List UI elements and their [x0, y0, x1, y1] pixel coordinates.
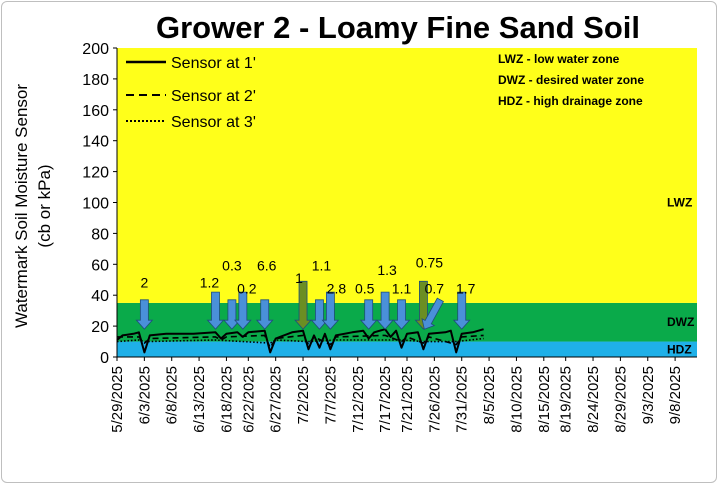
x-tick-label: 9/8/2025 [667, 366, 684, 424]
x-tick-label: 7/12/2025 [350, 366, 367, 433]
x-tick-label: 6/3/2025 [136, 366, 153, 424]
y-tick-label: 60 [91, 257, 109, 274]
y-tick-label: 80 [91, 226, 109, 243]
y-tick-label: 100 [82, 196, 109, 213]
y-tick-label: 40 [91, 288, 109, 305]
irrigation-amount-label: 0.3 [222, 257, 242, 273]
x-tick-label: 8/10/2025 [508, 366, 525, 433]
zone-definition-dwz: DWZ - desired water zone [498, 73, 644, 87]
zone-definition-lwz: LWZ - low water zone [498, 52, 620, 66]
irrigation-amount-label: 2.8 [327, 281, 347, 297]
y-axis-label-line2: (cb or kPa) [35, 164, 54, 247]
zone-label-dwz: DWZ [667, 315, 694, 329]
irrigation-arrow [376, 291, 395, 330]
zone-definitions: LWZ - low water zone DWZ - desired water… [498, 52, 644, 108]
zone-band-hdz [117, 341, 697, 357]
irrigation-arrow [206, 291, 225, 330]
irrigation-arrow [233, 291, 252, 330]
irrigation-amount-label: 1.1 [392, 281, 412, 297]
irrigation-amount-label: 6.6 [257, 257, 277, 273]
y-tick-label: 120 [82, 165, 109, 182]
x-tick-label: 7/21/2025 [399, 366, 416, 433]
y-tick-label: 0 [100, 350, 109, 367]
zone-band-lwz [117, 48, 697, 303]
x-tick-label: 9/3/2025 [640, 366, 657, 424]
legend-label-sensor-3: Sensor at 3' [171, 114, 256, 131]
x-tick-label: 7/7/2025 [322, 366, 339, 424]
y-tick-label: 140 [82, 134, 109, 151]
irrigation-arrow [452, 291, 471, 330]
y-tick-label: 160 [82, 103, 109, 120]
x-tick-label: 8/24/2025 [585, 366, 602, 433]
y-tick-label: 20 [91, 319, 109, 336]
legend-label-sensor-2: Sensor at 2' [171, 88, 256, 105]
x-tick-label: 8/15/2025 [536, 366, 553, 433]
x-tick-label: 7/2/2025 [295, 366, 312, 424]
irrigation-events-layer: 2 1.20.30.26.611.12.8 0.51.31.10.750.7 1.7 [135, 254, 476, 330]
series-layer [116, 328, 484, 354]
zone-definition-hdz: HDZ - high drainage zone [498, 94, 643, 108]
x-tick-label: 6/13/2025 [191, 366, 208, 433]
series-line-sensor-1 [116, 328, 484, 354]
irrigation-amount-label: 0.5 [355, 281, 375, 297]
irrigation-amount-label: 0.7 [425, 281, 445, 297]
y-tick-label: 180 [82, 72, 109, 89]
irrigation-amount-label: 0.2 [237, 281, 257, 297]
x-tick-label: 5/29/2025 [109, 366, 126, 433]
x-tick-label: 7/17/2025 [377, 366, 394, 433]
irrigation-arrow [321, 291, 340, 330]
chart-title: Grower 2 - Loamy Fine Sand Soil [156, 10, 640, 45]
series-line-sensor-2 [117, 334, 484, 349]
x-tick-label: 8/19/2025 [558, 366, 575, 433]
legend-label-sensor-1: Sensor at 1' [171, 55, 256, 72]
irrigation-amount-label: 0.75 [416, 254, 443, 270]
irrigation-arrow [359, 299, 378, 330]
legend: Sensor at 1' Sensor at 2' Sensor at 3' [126, 55, 256, 131]
x-tick-label: 7/31/2025 [454, 366, 471, 433]
axis-layer: 0 20 40 60 80 100 120 140 160 180 200 5/29/2025 6/3/… [82, 41, 697, 433]
x-tick-label: 6/8/2025 [164, 366, 181, 424]
x-tick-label: 7/26/2025 [426, 366, 443, 433]
y-tick-label: 200 [82, 41, 109, 58]
irrigation-arrow [392, 299, 411, 330]
zone-label-hdz: HDZ [667, 342, 692, 356]
irrigation-arrow [421, 297, 444, 330]
irrigation-arrow [135, 299, 154, 330]
series-line-sensor-3 [116, 337, 484, 344]
x-tick-label: 8/5/2025 [481, 366, 498, 424]
y-axis-label-line1: Watermark Soil Moisture Sensor [12, 84, 31, 328]
x-tick-label: 8/29/2025 [612, 366, 629, 433]
x-tick-label: 6/22/2025 [240, 366, 257, 433]
zone-label-lwz: LWZ [667, 196, 692, 210]
irrigation-amount-label: 1.7 [456, 281, 476, 297]
y-axis-label: Watermark Soil Moisture Sensor (cb or kP… [12, 84, 54, 328]
irrigation-amount-label: 1.3 [377, 262, 397, 278]
irrigation-arrow [294, 280, 312, 330]
irrigation-arrow [255, 299, 274, 330]
irrigation-amount-label: 1.2 [200, 274, 220, 290]
irrigation-amount-label: 1 [295, 270, 303, 286]
x-tick-label: 6/27/2025 [268, 366, 285, 433]
irrigation-amount-label: 2 [140, 274, 148, 290]
irrigation-amount-label: 1.1 [312, 257, 332, 273]
x-tick-label: 6/18/2025 [218, 366, 235, 433]
